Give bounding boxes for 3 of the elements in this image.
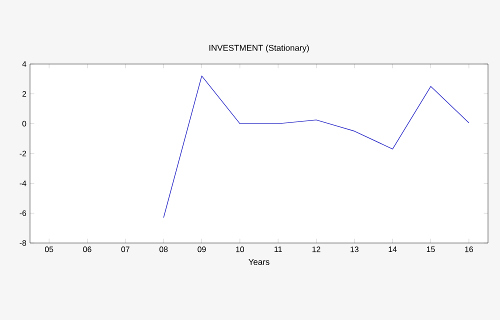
line-series [163,76,470,218]
chart-title: INVESTMENT (Stationary) [209,44,309,53]
x-axis-title: Years [248,259,270,265]
